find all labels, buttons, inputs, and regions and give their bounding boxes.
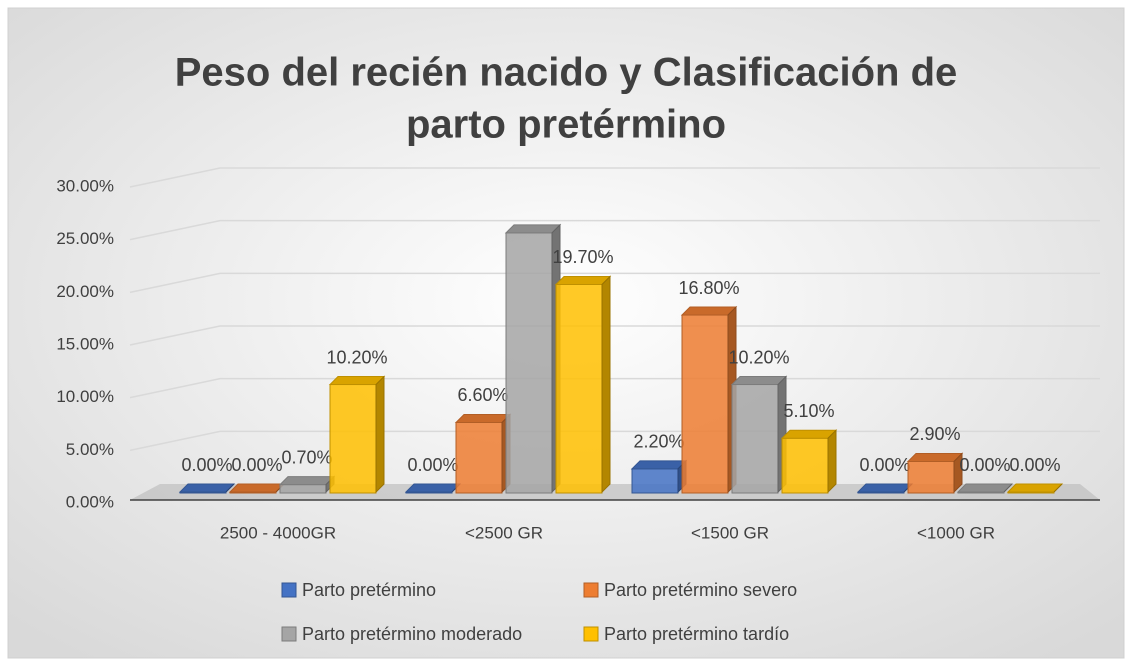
bar-top [906, 452, 964, 462]
x-tick-label: <1500 GR [691, 523, 769, 542]
x-tick-label: <2500 GR [465, 523, 543, 542]
bar [178, 483, 236, 494]
bar-top [454, 413, 512, 423]
bar-top [856, 483, 914, 493]
bar [780, 429, 838, 494]
legend-label: Parto pretérmino [302, 580, 436, 600]
chart-title: parto pretérmino [406, 103, 726, 147]
y-tick-label: 5.00% [66, 440, 114, 459]
bar-front [681, 314, 729, 494]
bar-top [730, 376, 788, 386]
bar-top [328, 376, 386, 386]
grid-line [129, 272, 1100, 294]
grid-line [129, 325, 1100, 346]
legend-swatch [281, 582, 297, 598]
data-label: 0.00% [1009, 455, 1060, 475]
data-label: 0.00% [181, 455, 232, 475]
bar-top [780, 429, 838, 439]
y-tick-label: 10.00% [56, 387, 114, 406]
bar [730, 375, 788, 494]
bar-top [1006, 483, 1064, 493]
bar-front [731, 384, 779, 494]
data-label: 10.20% [728, 347, 789, 367]
bar-front [555, 283, 603, 494]
bar [228, 483, 286, 494]
grid-line [129, 167, 1100, 188]
bar-top [278, 476, 336, 486]
bar-top [228, 483, 286, 493]
chart-title: Peso del recién nacido y Clasificación d… [175, 51, 958, 95]
legend-swatch [583, 582, 599, 598]
data-label: 10.20% [326, 347, 387, 367]
data-label: 0.00% [407, 455, 458, 475]
y-tick-label: 25.00% [56, 229, 114, 248]
bar-top [630, 460, 688, 470]
bar-side [1053, 483, 1063, 493]
data-label: 0.00% [859, 455, 910, 475]
bar-front [781, 437, 829, 494]
bar-top [504, 224, 562, 234]
grid-line [129, 377, 1100, 399]
bar-front [455, 421, 503, 494]
data-label: 19.70% [552, 247, 613, 267]
legend-swatch [281, 626, 297, 642]
bar [278, 475, 336, 494]
bar [680, 305, 738, 494]
bar [956, 483, 1014, 494]
data-label: 0.70% [281, 447, 332, 467]
bar [856, 483, 914, 494]
bar-front [907, 460, 955, 494]
bar [454, 413, 512, 494]
bar-top [404, 483, 462, 493]
legend-label: Parto pretérmino moderado [302, 624, 522, 644]
data-label: 6.60% [457, 385, 508, 405]
bar [906, 452, 964, 494]
bar [328, 375, 386, 494]
bar-top [680, 306, 738, 316]
bar-side [375, 375, 385, 494]
bar-side [953, 452, 963, 494]
bar-top [956, 483, 1014, 493]
bar-side [601, 275, 611, 494]
bar-side [827, 429, 837, 494]
legend-swatch [583, 626, 599, 642]
y-tick-label: 30.00% [56, 176, 114, 195]
x-tick-label: 2500 - 4000GR [220, 523, 336, 542]
bar [1006, 483, 1064, 494]
data-label: 2.20% [633, 432, 684, 452]
bar-top [554, 275, 612, 285]
bar-front [279, 484, 327, 494]
data-label: 5.10% [783, 401, 834, 421]
bar [554, 275, 612, 494]
bar-front [329, 384, 377, 494]
bar-top [178, 483, 236, 493]
bar-front [631, 468, 679, 494]
bar-side [225, 483, 235, 493]
legend-label: Parto pretérmino tardío [604, 624, 789, 644]
bar-front [505, 232, 553, 494]
data-label: 0.00% [231, 455, 282, 475]
bar [404, 483, 462, 494]
bar [630, 459, 688, 494]
y-tick-label: 20.00% [56, 282, 114, 301]
bar-side [1003, 483, 1013, 493]
y-tick-label: 0.00% [66, 492, 114, 511]
y-tick-label: 15.00% [56, 334, 114, 353]
legend-label: Parto pretérmino severo [604, 580, 797, 600]
x-tick-label: <1000 GR [917, 523, 995, 542]
data-label: 0.00% [959, 455, 1010, 475]
data-label: 16.80% [678, 278, 739, 298]
grid-line [129, 219, 1100, 241]
data-label: 2.90% [909, 424, 960, 444]
